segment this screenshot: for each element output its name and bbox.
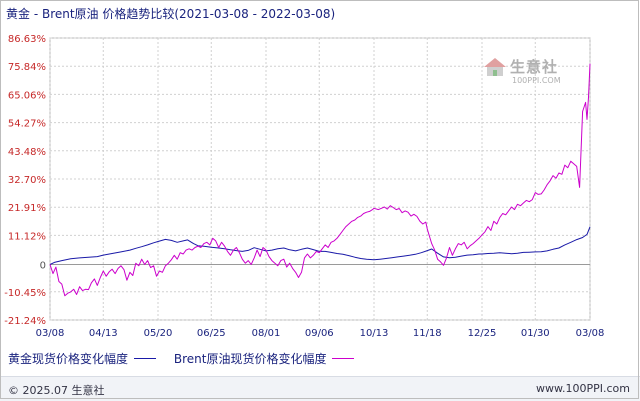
x-tick-label: 03/08 <box>576 328 605 339</box>
y-tick-label: -10.45% <box>4 288 46 299</box>
y-tick-label: 0 <box>40 260 46 271</box>
x-tick-label: 08/01 <box>252 328 281 339</box>
watermark-logo-icon <box>484 58 506 76</box>
footer-website-link[interactable]: www.100PPI.com <box>536 382 630 395</box>
y-tick-label: -21.24% <box>4 316 46 327</box>
grid-lines <box>49 37 591 321</box>
x-tick-label: 04/13 <box>89 328 118 339</box>
legend-label-brent: Brent原油现货价格变化幅度 <box>173 352 327 366</box>
y-tick-label: 21.91% <box>8 203 46 214</box>
x-tick-label: 05/20 <box>144 328 173 339</box>
legend-item-gold: 黄金现货价格变化幅度 <box>8 350 157 367</box>
y-tick-label: 11.12% <box>8 231 46 242</box>
x-tick-label: 10/13 <box>360 328 389 339</box>
legend-item-brent: Brent原油现货价格变化幅度 <box>174 350 355 367</box>
x-tick-label: 06/25 <box>197 328 226 339</box>
legend-swatch-gold <box>134 358 157 359</box>
y-tick-label: 75.84% <box>8 62 46 73</box>
legend: 黄金现货价格变化幅度 Brent原油现货价格变化幅度 <box>8 350 368 367</box>
footer-copyright: © 2025.07 生意社 <box>8 384 105 397</box>
chart-title: 黄金 - Brent原油 价格趋势比较(2021-03-08 - 2022-03… <box>6 7 336 21</box>
y-tick-label: 86.63% <box>8 34 46 45</box>
watermark-name: 生意社 <box>510 58 559 76</box>
x-tick-label: 09/06 <box>305 328 334 339</box>
series-line-gold <box>49 226 591 265</box>
footer: © 2025.07 生意社 www.100PPI.com <box>0 376 640 401</box>
y-tick-label: 54.27% <box>8 119 46 130</box>
x-tick-label: 11/18 <box>413 328 442 339</box>
watermark-url: 100PPI.COM <box>512 76 561 85</box>
watermark: 生意社 100PPI.COM <box>482 56 561 85</box>
x-tick-label: 01/30 <box>521 328 550 339</box>
y-tick-label: 32.70% <box>8 175 46 186</box>
legend-swatch-brent <box>332 358 355 359</box>
axis-ticks: 86.63% 75.84% 65.06% 54.27% 43.48% 32.70% 21.9… <box>4 34 604 339</box>
y-tick-label: 65.06% <box>8 90 46 101</box>
series-line-brent <box>49 63 591 297</box>
x-tick-label: 12/25 <box>468 328 497 339</box>
series-lines <box>49 63 591 297</box>
y-tick-label: 43.48% <box>8 147 46 158</box>
legend-label-gold: 黄金现货价格变化幅度 <box>8 352 129 366</box>
x-tick-label: 03/08 <box>36 328 65 339</box>
